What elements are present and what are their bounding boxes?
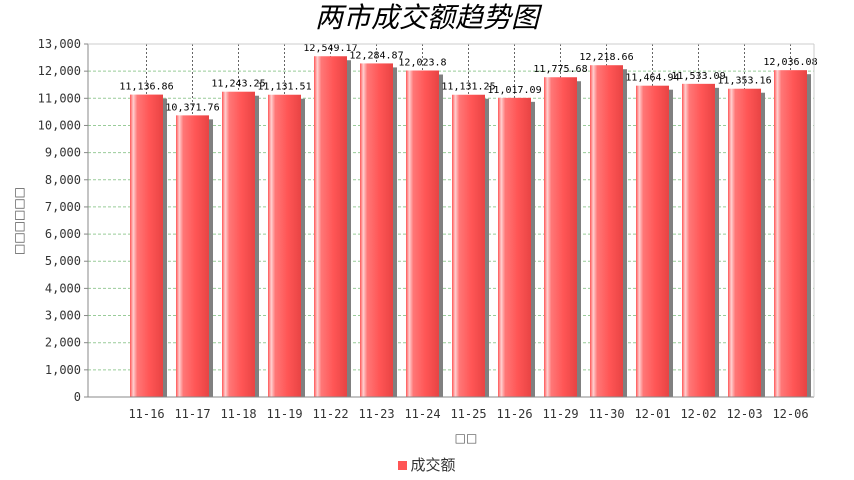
- bar: [176, 115, 209, 397]
- bar: [130, 94, 163, 397]
- x-tick-label: 12-01: [634, 407, 670, 421]
- bar: [498, 97, 531, 398]
- x-axis-label: □□: [455, 431, 478, 445]
- bar-value-label: 11,464.94: [625, 73, 679, 84]
- legend-swatch: [398, 461, 408, 470]
- legend-label: 成交额: [410, 456, 456, 474]
- x-tick-label: 11-30: [588, 407, 624, 421]
- y-tick-label: 13,000: [38, 37, 81, 51]
- y-tick-label: 11,000: [38, 91, 81, 105]
- x-tick-label: 12-06: [772, 407, 808, 421]
- y-tick-label: 7,000: [45, 200, 81, 214]
- y-tick-label: 2,000: [45, 336, 81, 350]
- bar-value-label: 10,371.76: [165, 102, 219, 113]
- x-tick-label: 11-16: [128, 407, 164, 421]
- y-tick-label: 5,000: [45, 254, 81, 268]
- bar: [590, 65, 623, 398]
- bar-value-label: 11,131.25: [441, 82, 495, 93]
- y-tick-label: 12,000: [38, 64, 81, 78]
- bar: [774, 70, 807, 397]
- x-tick-label: 11-24: [404, 407, 440, 421]
- bar-value-label: 11,775.68: [533, 64, 587, 75]
- y-tick-label: 3,000: [45, 309, 81, 323]
- bar-value-label: 12,036.08: [763, 57, 817, 68]
- bar: [728, 88, 761, 397]
- bar-value-label: 12,284.87: [349, 50, 403, 61]
- chart-title: 两市成交额趋势图: [314, 1, 539, 34]
- bar-value-label: 11,136.86: [119, 82, 173, 93]
- legend: 成交额: [0, 454, 854, 475]
- y-tick-label: 1,000: [45, 363, 81, 377]
- bar: [268, 94, 301, 397]
- y-tick-label: 9,000: [45, 146, 81, 160]
- bar-value-label: 11,131.51: [257, 82, 311, 93]
- bar: [452, 94, 485, 398]
- y-tick-label: 6,000: [45, 227, 81, 241]
- x-tick-label: 11-25: [450, 407, 486, 421]
- x-tick-label: 11-23: [358, 407, 394, 421]
- x-tick-label: 11-22: [312, 407, 348, 421]
- bar: [406, 70, 439, 398]
- bar-value-label: 11,017.09: [487, 85, 541, 96]
- x-tick-label: 11-17: [174, 407, 210, 421]
- x-tick-label: 11-26: [496, 407, 532, 421]
- x-tick-label: 11-29: [542, 407, 578, 421]
- y-tick-label: 8,000: [45, 173, 81, 187]
- y-tick-label: 10,000: [38, 118, 81, 132]
- bar: [544, 77, 577, 397]
- bar: [360, 63, 393, 398]
- y-axis-label: □□□□□□: [12, 187, 26, 255]
- y-tick-label: 4,000: [45, 281, 81, 295]
- x-tick-label: 12-02: [680, 407, 716, 421]
- bar-value-label: 11,533.09: [671, 71, 725, 82]
- x-tick-label: 12-03: [726, 407, 762, 421]
- bar-value-label: 11,243.25: [211, 79, 265, 90]
- y-tick-label: 0: [74, 390, 81, 404]
- bar: [222, 91, 255, 398]
- bar: [636, 85, 669, 397]
- bar: [682, 83, 715, 397]
- bar-value-label: 12,023.8: [398, 58, 446, 69]
- bar-value-label: 12,218.66: [579, 52, 633, 63]
- x-tick-label: 11-18: [220, 407, 256, 421]
- bar: [314, 56, 347, 398]
- bar-value-label: 12,549.17: [303, 43, 357, 54]
- x-tick-label: 11-19: [266, 407, 302, 421]
- bar-value-label: 11,353.16: [717, 76, 771, 87]
